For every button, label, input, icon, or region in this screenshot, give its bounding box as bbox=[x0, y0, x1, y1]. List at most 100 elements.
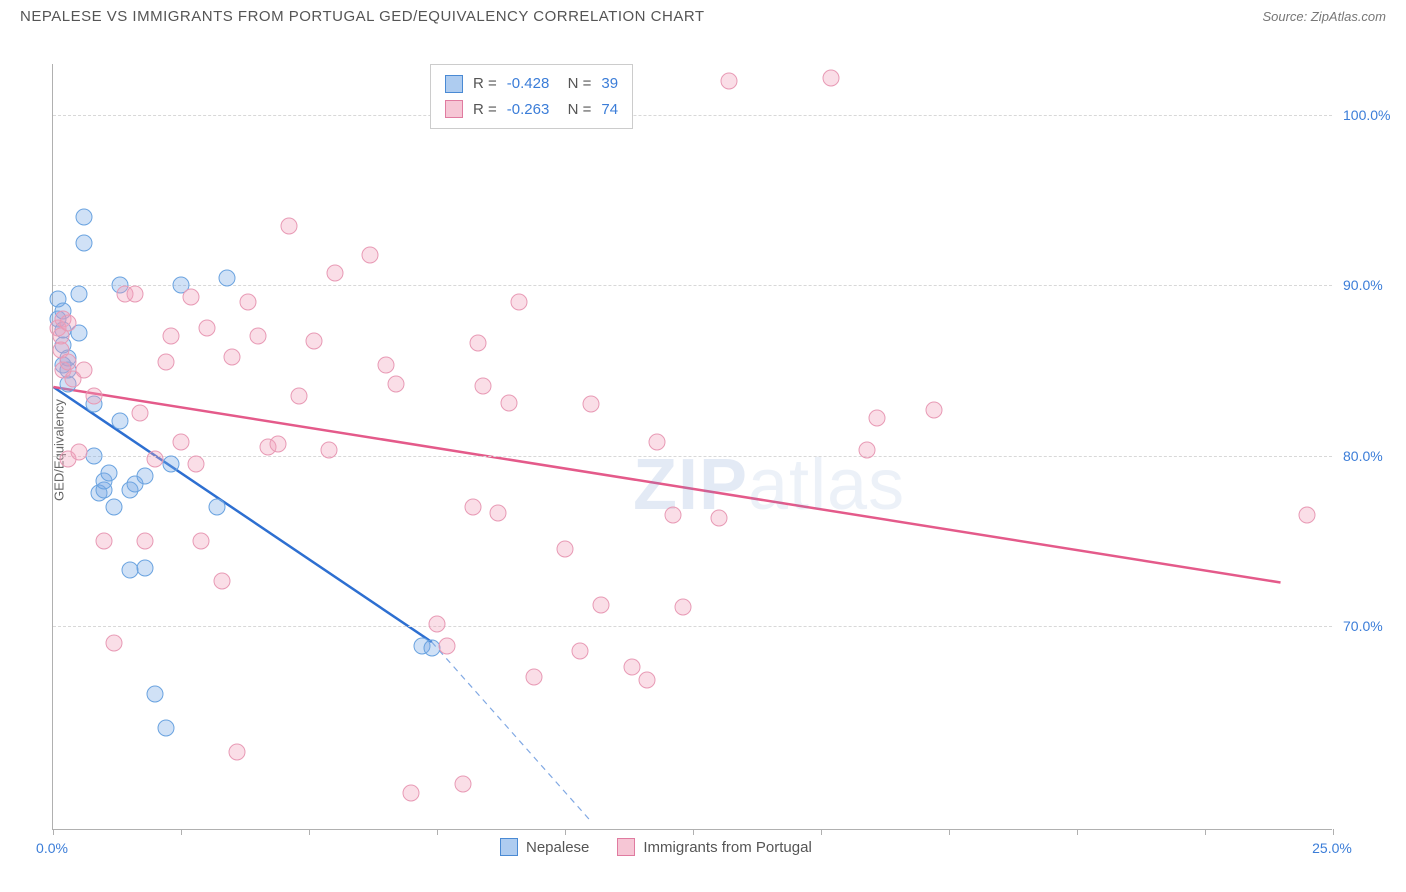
data-point bbox=[121, 561, 138, 578]
data-point bbox=[869, 410, 886, 427]
y-tick-label: 90.0% bbox=[1343, 277, 1383, 293]
data-point bbox=[592, 597, 609, 614]
x-tick-mark bbox=[309, 829, 310, 835]
data-point bbox=[101, 464, 118, 481]
data-point bbox=[85, 387, 102, 404]
data-point bbox=[403, 784, 420, 801]
data-point bbox=[162, 328, 179, 345]
data-point bbox=[454, 776, 471, 793]
data-point bbox=[70, 444, 87, 461]
data-point bbox=[464, 498, 481, 515]
data-point bbox=[111, 413, 128, 430]
x-tick-mark bbox=[1333, 829, 1334, 835]
x-tick-label: 0.0% bbox=[36, 840, 68, 856]
stats-box: R = -0.428 N = 39 R = -0.263 N = 74 bbox=[430, 64, 633, 129]
data-point bbox=[674, 599, 691, 616]
data-point bbox=[75, 362, 92, 379]
data-point bbox=[147, 685, 164, 702]
data-point bbox=[500, 394, 517, 411]
data-point bbox=[147, 450, 164, 467]
data-point bbox=[925, 401, 942, 418]
data-point bbox=[213, 573, 230, 590]
gridline bbox=[53, 285, 1332, 286]
data-point bbox=[60, 353, 77, 370]
data-point bbox=[75, 209, 92, 226]
x-tick-mark bbox=[1205, 829, 1206, 835]
data-point bbox=[720, 73, 737, 90]
gridline bbox=[53, 456, 1332, 457]
x-tick-mark bbox=[1077, 829, 1078, 835]
data-point bbox=[239, 294, 256, 311]
data-point bbox=[572, 643, 589, 660]
data-point bbox=[183, 289, 200, 306]
data-point bbox=[649, 433, 666, 450]
x-tick-mark bbox=[53, 829, 54, 835]
gridline bbox=[53, 115, 1332, 116]
x-tick-mark bbox=[693, 829, 694, 835]
data-point bbox=[490, 505, 507, 522]
data-point bbox=[475, 377, 492, 394]
swatch-nepalese-legend bbox=[500, 838, 518, 856]
data-point bbox=[859, 442, 876, 459]
data-point bbox=[423, 639, 440, 656]
data-point bbox=[137, 467, 154, 484]
data-point bbox=[106, 498, 123, 515]
data-point bbox=[623, 658, 640, 675]
x-tick-mark bbox=[437, 829, 438, 835]
swatch-nepalese bbox=[445, 75, 463, 93]
data-point bbox=[106, 634, 123, 651]
data-point bbox=[290, 387, 307, 404]
data-point bbox=[526, 668, 543, 685]
data-point bbox=[162, 456, 179, 473]
stats-row-portugal: R = -0.263 N = 74 bbox=[445, 97, 618, 123]
chart-container: GED/Equivalency ZIPatlas 70.0%80.0%90.0%… bbox=[0, 40, 1406, 860]
data-point bbox=[126, 285, 143, 302]
data-point bbox=[193, 532, 210, 549]
data-point bbox=[70, 285, 87, 302]
data-point bbox=[306, 333, 323, 350]
x-tick-mark bbox=[821, 829, 822, 835]
x-tick-mark bbox=[565, 829, 566, 835]
data-point bbox=[75, 234, 92, 251]
data-point bbox=[157, 353, 174, 370]
legend: Nepalese Immigrants from Portugal bbox=[500, 838, 812, 856]
regression-lines bbox=[53, 64, 1332, 829]
x-tick-mark bbox=[181, 829, 182, 835]
source-label: Source: ZipAtlas.com bbox=[1262, 9, 1386, 24]
data-point bbox=[173, 433, 190, 450]
data-point bbox=[219, 270, 236, 287]
data-point bbox=[362, 246, 379, 263]
data-point bbox=[429, 616, 446, 633]
data-point bbox=[510, 294, 527, 311]
data-point bbox=[1299, 507, 1316, 524]
data-point bbox=[638, 672, 655, 689]
data-point bbox=[557, 541, 574, 558]
stats-row-nepalese: R = -0.428 N = 39 bbox=[445, 71, 618, 97]
y-tick-label: 80.0% bbox=[1343, 448, 1383, 464]
data-point bbox=[198, 319, 215, 336]
data-point bbox=[823, 69, 840, 86]
data-point bbox=[137, 532, 154, 549]
data-point bbox=[469, 335, 486, 352]
y-tick-label: 100.0% bbox=[1343, 107, 1390, 123]
plot-area: ZIPatlas 70.0%80.0%90.0%100.0% bbox=[52, 64, 1332, 830]
data-point bbox=[60, 314, 77, 331]
data-point bbox=[208, 498, 225, 515]
data-point bbox=[132, 404, 149, 421]
legend-item-portugal: Immigrants from Portugal bbox=[617, 838, 811, 856]
chart-title: NEPALESE VS IMMIGRANTS FROM PORTUGAL GED… bbox=[20, 8, 705, 25]
data-point bbox=[388, 376, 405, 393]
data-point bbox=[224, 348, 241, 365]
data-point bbox=[157, 719, 174, 736]
x-tick-mark bbox=[949, 829, 950, 835]
data-point bbox=[710, 510, 727, 527]
data-point bbox=[229, 743, 246, 760]
gridline bbox=[53, 626, 1332, 627]
x-tick-label: 25.0% bbox=[1312, 840, 1352, 856]
data-point bbox=[280, 217, 297, 234]
data-point bbox=[137, 559, 154, 576]
data-point bbox=[377, 357, 394, 374]
data-point bbox=[85, 447, 102, 464]
data-point bbox=[188, 456, 205, 473]
data-point bbox=[582, 396, 599, 413]
